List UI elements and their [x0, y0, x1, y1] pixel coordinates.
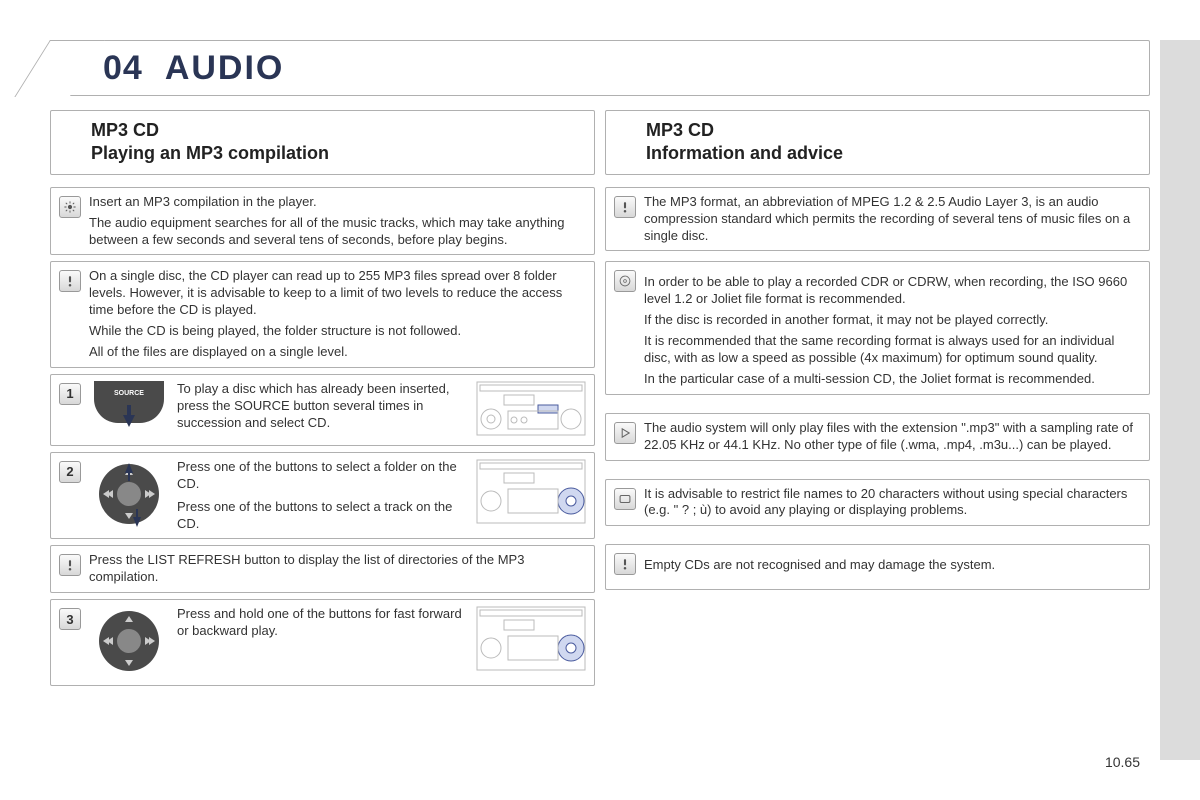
nav-pad-diagram-1 [89, 459, 169, 532]
left-title-line2: Playing an MP3 compilation [91, 142, 554, 165]
step-2-text-b: Press one of the buttons to select a tra… [177, 499, 468, 533]
exclamation-icon [614, 553, 636, 575]
step-3: 3 Press and hold one of the buttons for … [50, 599, 595, 686]
svg-text:SOURCE: SOURCE [114, 390, 144, 397]
step-1-text: To play a disc which has already been in… [177, 381, 468, 432]
right-title-line2: Information and advice [646, 142, 1109, 165]
step-3-badge: 3 [59, 608, 81, 630]
right-block-4: It is advisable to restrict file names t… [605, 479, 1150, 527]
tip-text-2: The audio equipment searches for all of … [89, 215, 586, 249]
info-block-2: Press the LIST REFRESH button to display… [50, 545, 595, 593]
step-2: 2 Press one of the buttons to select [50, 452, 595, 540]
right-b2-p3: It is recommended that the same recordin… [644, 333, 1141, 367]
exclamation-icon [614, 196, 636, 218]
step-2-badge: 2 [59, 461, 81, 483]
step-2-text-a: Press one of the buttons to select a fol… [177, 459, 468, 493]
step-3-text: Press and hold one of the buttons for fa… [177, 606, 468, 640]
disc-icon [614, 270, 636, 292]
radio-diagram-1 [476, 381, 586, 439]
page-content: 04 AUDIO MP3 CD Playing an MP3 compilati… [50, 40, 1150, 692]
tip-block: Insert an MP3 compilation in the player.… [50, 187, 595, 256]
left-section-title: MP3 CD Playing an MP3 compilation [50, 110, 595, 175]
right-b2-p2: If the disc is recorded in another forma… [644, 312, 1141, 329]
screen-icon [614, 488, 636, 510]
right-b1-text: The MP3 format, an abbreviation of MPEG … [644, 194, 1141, 245]
play-icon [614, 422, 636, 444]
right-block-5: Empty CDs are not recognised and may dam… [605, 544, 1150, 590]
info-block-1: On a single disc, the CD player can read… [50, 261, 595, 367]
right-block-1: The MP3 format, an abbreviation of MPEG … [605, 187, 1150, 252]
right-b4-text: It is advisable to restrict file names t… [644, 486, 1141, 520]
right-column: MP3 CD Information and advice The MP3 fo… [605, 110, 1150, 692]
right-b3-text: The audio system will only play files wi… [644, 420, 1141, 454]
radio-diagram-3 [476, 606, 586, 674]
chapter-number: 04 [103, 49, 143, 88]
right-section-title: MP3 CD Information and advice [605, 110, 1150, 175]
page-side-tab [1160, 40, 1200, 760]
right-block-2: In order to be able to play a recorded C… [605, 261, 1150, 394]
right-b5-text: Empty CDs are not recognised and may dam… [644, 557, 1141, 574]
lightbulb-icon [59, 196, 81, 218]
radio-diagram-2 [476, 459, 586, 527]
left-title-line1: MP3 CD [91, 119, 554, 142]
right-block-3: The audio system will only play files wi… [605, 413, 1150, 461]
info1-text-3: All of the files are displayed on a sing… [89, 344, 586, 361]
step-1: 1 SOURCE To play a disc which has alread… [50, 374, 595, 446]
info2-text: Press the LIST REFRESH button to display… [89, 552, 586, 586]
chapter-title: AUDIO [165, 49, 285, 88]
source-button-diagram: SOURCE [89, 381, 169, 439]
exclamation-icon [59, 554, 81, 576]
info1-text-2: While the CD is being played, the folder… [89, 323, 586, 340]
step-1-badge: 1 [59, 383, 81, 405]
tip-text-1: Insert an MP3 compilation in the player. [89, 194, 586, 211]
right-b2-p4: In the particular case of a multi-sessio… [644, 371, 1141, 388]
info1-text-1: On a single disc, the CD player can read… [89, 268, 586, 319]
right-title-line1: MP3 CD [646, 119, 1109, 142]
left-column: MP3 CD Playing an MP3 compilation Insert… [50, 110, 595, 692]
page-number: 10.65 [1105, 754, 1140, 770]
nav-pad-diagram-2 [89, 606, 169, 679]
exclamation-icon [59, 270, 81, 292]
right-b2-p1: In order to be able to play a recorded C… [644, 274, 1141, 308]
chapter-header: 04 AUDIO [50, 40, 1150, 96]
